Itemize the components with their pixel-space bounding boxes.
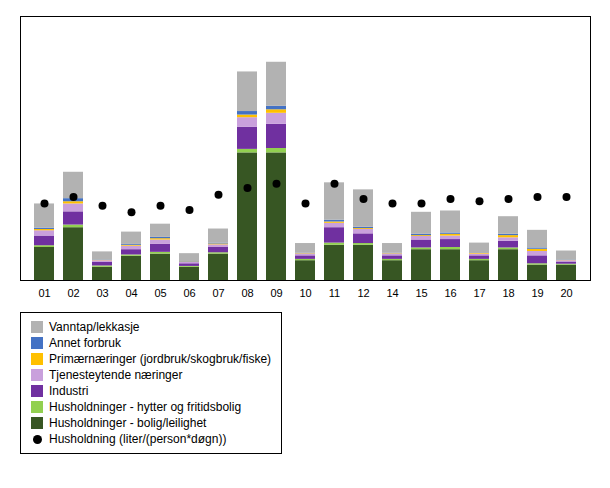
svg-text:20: 20 bbox=[560, 287, 572, 299]
svg-text:19: 19 bbox=[531, 287, 543, 299]
html-text:Annet forbruk: Annet forbruk bbox=[49, 336, 121, 350]
html-text:Husholdninger - hytter og frit: Husholdninger - hytter og fritidsbolig bbox=[49, 400, 242, 414]
html-text:Industri: Industri bbox=[49, 384, 89, 398]
svg-text:10: 10 bbox=[299, 287, 311, 299]
svg-text:05: 05 bbox=[154, 287, 166, 299]
html-text:Tjenesteytende næringer: Tjenesteytende næringer bbox=[49, 368, 183, 382]
svg-text:01: 01 bbox=[38, 287, 50, 299]
svg-text:14: 14 bbox=[386, 287, 398, 299]
svg-text:11: 11 bbox=[329, 287, 340, 299]
html-text:Vanntap/lekkasje: Vanntap/lekkasje bbox=[49, 320, 140, 334]
svg-text:08: 08 bbox=[241, 287, 253, 299]
svg-text:06: 06 bbox=[183, 287, 195, 299]
svg-text:03: 03 bbox=[96, 287, 108, 299]
svg-text:16: 16 bbox=[444, 287, 456, 299]
html-text:Primærnæringer (jordbruk/skogb: Primærnæringer (jordbruk/skogbruk/fiske) bbox=[49, 352, 272, 366]
svg-text:15: 15 bbox=[415, 287, 427, 299]
svg-text:18: 18 bbox=[502, 287, 514, 299]
svg-text:12: 12 bbox=[357, 287, 369, 299]
html-text:Husholdning (liter/(person*døg: Husholdning (liter/(person*døgn)) bbox=[49, 432, 227, 446]
svg-text:07: 07 bbox=[212, 287, 224, 299]
svg-text:02: 02 bbox=[67, 287, 79, 299]
svg-text:04: 04 bbox=[125, 287, 137, 299]
svg-text:09: 09 bbox=[270, 287, 282, 299]
svg-text:17: 17 bbox=[473, 287, 485, 299]
html-text:Husholdninger - bolig/leilighe: Husholdninger - bolig/leilighet bbox=[49, 416, 207, 430]
